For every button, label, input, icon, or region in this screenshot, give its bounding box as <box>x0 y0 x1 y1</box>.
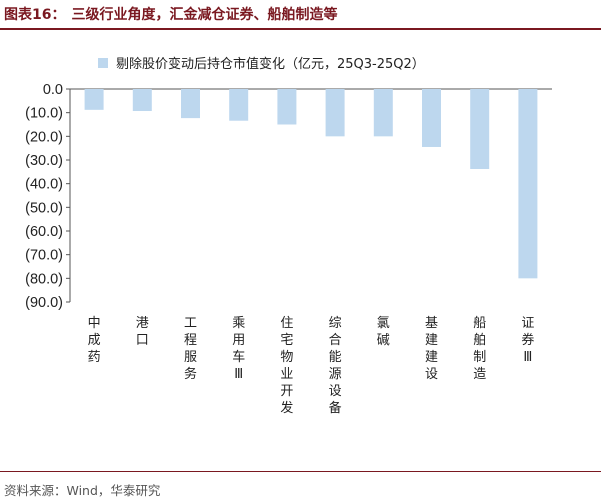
x-tick-label: 程 <box>184 333 197 348</box>
x-tick-label: 乘 <box>232 316 245 331</box>
title-divider <box>0 28 601 30</box>
y-tick-label: (10.0) <box>25 106 63 122</box>
legend-label: 剔除股价变动后持仓市值变化（亿元，25Q3-25Q2） <box>116 56 425 72</box>
x-tick-label: 工 <box>184 316 197 331</box>
x-tick-label: 设 <box>329 384 342 399</box>
x-tick-label: 用 <box>232 333 245 348</box>
figure-title: 图表16： 三级行业角度，汇金减仓证券、船舶制造等 <box>4 4 337 26</box>
legend-swatch <box>98 58 108 68</box>
x-tick-label: 船 <box>473 316 486 331</box>
bar <box>277 89 297 125</box>
x-tick-label: 口 <box>136 333 149 348</box>
x-tick-label: 开 <box>280 384 293 399</box>
legend: 剔除股价变动后持仓市值变化（亿元，25Q3-25Q2） <box>98 56 425 72</box>
figure-title-text: 三级行业角度，汇金减仓证券、船舶制造等 <box>71 7 338 23</box>
bars <box>84 89 538 279</box>
y-tick-label: (50.0) <box>25 200 63 216</box>
y-tick-label: (40.0) <box>25 177 63 193</box>
source-note: 资料来源：Wind，华泰研究 <box>4 483 161 498</box>
x-tick-label: 港 <box>136 316 149 331</box>
x-tick-label: 中 <box>88 316 101 331</box>
x-tick-label: 成 <box>88 333 101 348</box>
figure-number: 图表16： <box>4 7 66 23</box>
bar-chart: 剔除股价变动后持仓市值变化（亿元，25Q3-25Q2） 0.0 (10.0) (20… <box>25 56 552 416</box>
x-tick-label: 物 <box>280 350 293 365</box>
x-tick-label: 合 <box>329 333 342 348</box>
x-tick-label: 设 <box>425 367 438 382</box>
y-tick-label: (20.0) <box>25 129 63 145</box>
x-tick-label: 氯 <box>377 316 390 331</box>
bar <box>422 89 441 147</box>
bar <box>325 89 345 137</box>
x-tick-label: 业 <box>280 367 293 382</box>
y-tick-label: (30.0) <box>25 153 63 169</box>
x-tick-label: 制 <box>473 350 486 365</box>
x-tick-label: 建 <box>425 333 438 348</box>
x-tick-label: 建 <box>425 350 438 365</box>
footer-divider <box>0 471 601 472</box>
x-tick-label: 舶 <box>473 332 486 348</box>
x-tick-label: 基 <box>425 316 438 331</box>
x-tick-label: 车 <box>232 349 245 365</box>
x-tick-label: Ⅲ <box>234 367 243 382</box>
y-tick-label: (60.0) <box>25 224 63 240</box>
y-tick-label: (80.0) <box>25 271 63 287</box>
y-tick-label: (90.0) <box>25 295 63 311</box>
x-tick-label: 住 <box>280 316 293 331</box>
y-tick-label: (70.0) <box>25 248 63 264</box>
x-tick-label: Ⅲ <box>523 350 532 365</box>
bar <box>470 89 490 169</box>
x-tick-label: 券 <box>521 332 534 348</box>
x-tick-label: 服 <box>184 350 197 365</box>
bar <box>181 89 200 119</box>
x-tick-label: 务 <box>184 366 197 382</box>
bar <box>84 89 104 110</box>
x-tick-label: 宅 <box>280 333 293 348</box>
x-tick-label: 能 <box>329 350 342 365</box>
x-tick-label: 备 <box>329 400 342 416</box>
x-tick-label: 综 <box>329 316 342 331</box>
x-tick-label: 证 <box>521 316 534 331</box>
y-tick-label: 0.0 <box>43 82 63 98</box>
bar <box>229 89 249 121</box>
bar <box>132 89 152 112</box>
x-tick-label: 发 <box>280 400 293 416</box>
x-tick-label: 造 <box>473 367 486 382</box>
bar <box>373 89 393 137</box>
x-tick-label: 药 <box>88 350 101 365</box>
x-tick-label: 碱 <box>377 333 390 348</box>
bar <box>518 89 538 279</box>
x-tick-label: 源 <box>329 367 342 382</box>
